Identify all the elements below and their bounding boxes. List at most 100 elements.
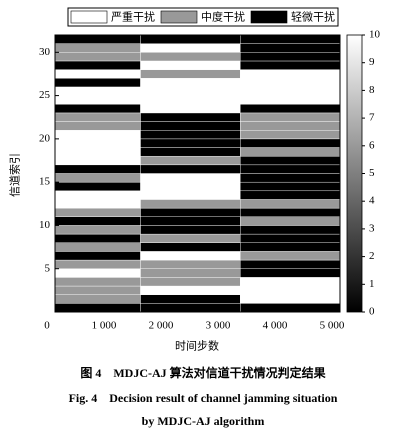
cell (140, 43, 241, 53)
plot-frame (54, 34, 341, 313)
x-tick-label: 1 000 (92, 320, 117, 332)
cell (54, 251, 141, 261)
cell (240, 294, 341, 304)
cell (140, 121, 241, 131)
legend-swatch (250, 10, 288, 24)
colorbar-tick-label: 0 (369, 306, 375, 318)
cell (240, 69, 341, 79)
cell (54, 277, 141, 287)
cell (54, 207, 141, 217)
cell (240, 259, 341, 269)
x-tick-label: 5 000 (320, 320, 345, 332)
colorbar-tick-label: 10 (369, 29, 381, 41)
cell (54, 86, 141, 96)
cell (140, 69, 241, 79)
caption: 图 4 MDJC-AJ 算法对信道干扰情况判定结果 (80, 365, 325, 380)
cell (54, 199, 141, 209)
y-axis-label: 信道索引 (8, 153, 22, 197)
cell (240, 78, 341, 88)
cell (140, 52, 241, 62)
cell (140, 173, 241, 183)
cell (54, 60, 141, 70)
cell (140, 155, 241, 166)
legend-label: 中度干扰 (201, 10, 245, 24)
cell (240, 112, 341, 122)
cell (140, 268, 241, 278)
cell (54, 285, 141, 295)
cell (54, 164, 141, 174)
cell (54, 95, 141, 105)
cell (54, 242, 141, 252)
cell (54, 121, 141, 131)
cell (140, 225, 241, 235)
colorbar-tick-label: 1 (369, 278, 375, 290)
cell (140, 285, 241, 295)
cell (240, 207, 341, 217)
cell (54, 112, 141, 122)
cell (240, 173, 341, 183)
cell (240, 233, 341, 243)
cell (140, 164, 241, 174)
cell (240, 86, 341, 96)
cell (140, 303, 241, 313)
cell (140, 130, 241, 140)
cell (54, 104, 141, 114)
cell (240, 52, 341, 62)
cell (240, 147, 341, 157)
cell (240, 121, 341, 131)
colorbar-tick-label: 8 (369, 84, 375, 96)
cell (240, 285, 341, 295)
legend-label: 轻微干扰 (291, 10, 335, 24)
cell (140, 242, 241, 252)
cell (240, 303, 341, 313)
cell (140, 112, 241, 122)
cell (240, 164, 341, 174)
y-tick-label: 5 (45, 262, 51, 274)
y-tick-label: 10 (39, 219, 51, 231)
cell (240, 130, 341, 140)
cell (54, 225, 141, 235)
cell (140, 181, 241, 192)
cell (240, 251, 341, 261)
cell (54, 43, 141, 53)
cell (54, 259, 141, 269)
cell (140, 233, 241, 243)
cell (240, 43, 341, 53)
cell (140, 138, 241, 148)
cell (240, 138, 341, 148)
cell (240, 104, 341, 114)
cell (54, 181, 141, 192)
cell (240, 216, 341, 226)
cell (240, 268, 341, 278)
cell (240, 242, 341, 252)
cell (140, 190, 241, 200)
cell (240, 277, 341, 287)
cell (54, 190, 141, 200)
colorbar-tick-label: 2 (369, 250, 375, 262)
y-tick-label: 20 (39, 132, 51, 144)
cell (54, 294, 141, 304)
cell (140, 78, 241, 88)
cell (240, 155, 341, 166)
cell (140, 60, 241, 70)
legend-swatch (70, 10, 108, 24)
legend-swatch (160, 10, 198, 24)
x-tick-label: 0 (44, 320, 50, 332)
y-tick-label: 25 (39, 89, 51, 101)
cell (54, 138, 141, 148)
cell (240, 181, 341, 192)
cell (54, 130, 141, 140)
cell (140, 294, 241, 304)
cell (140, 95, 241, 105)
cell (140, 199, 241, 209)
colorbar-tick-label: 7 (369, 112, 375, 124)
y-tick-label: 30 (39, 46, 51, 58)
cell (140, 104, 241, 114)
colorbar-tick-label: 9 (369, 56, 375, 68)
cell (240, 95, 341, 105)
cell (140, 259, 241, 269)
cell (54, 233, 141, 243)
cell (140, 147, 241, 157)
cell (54, 173, 141, 183)
